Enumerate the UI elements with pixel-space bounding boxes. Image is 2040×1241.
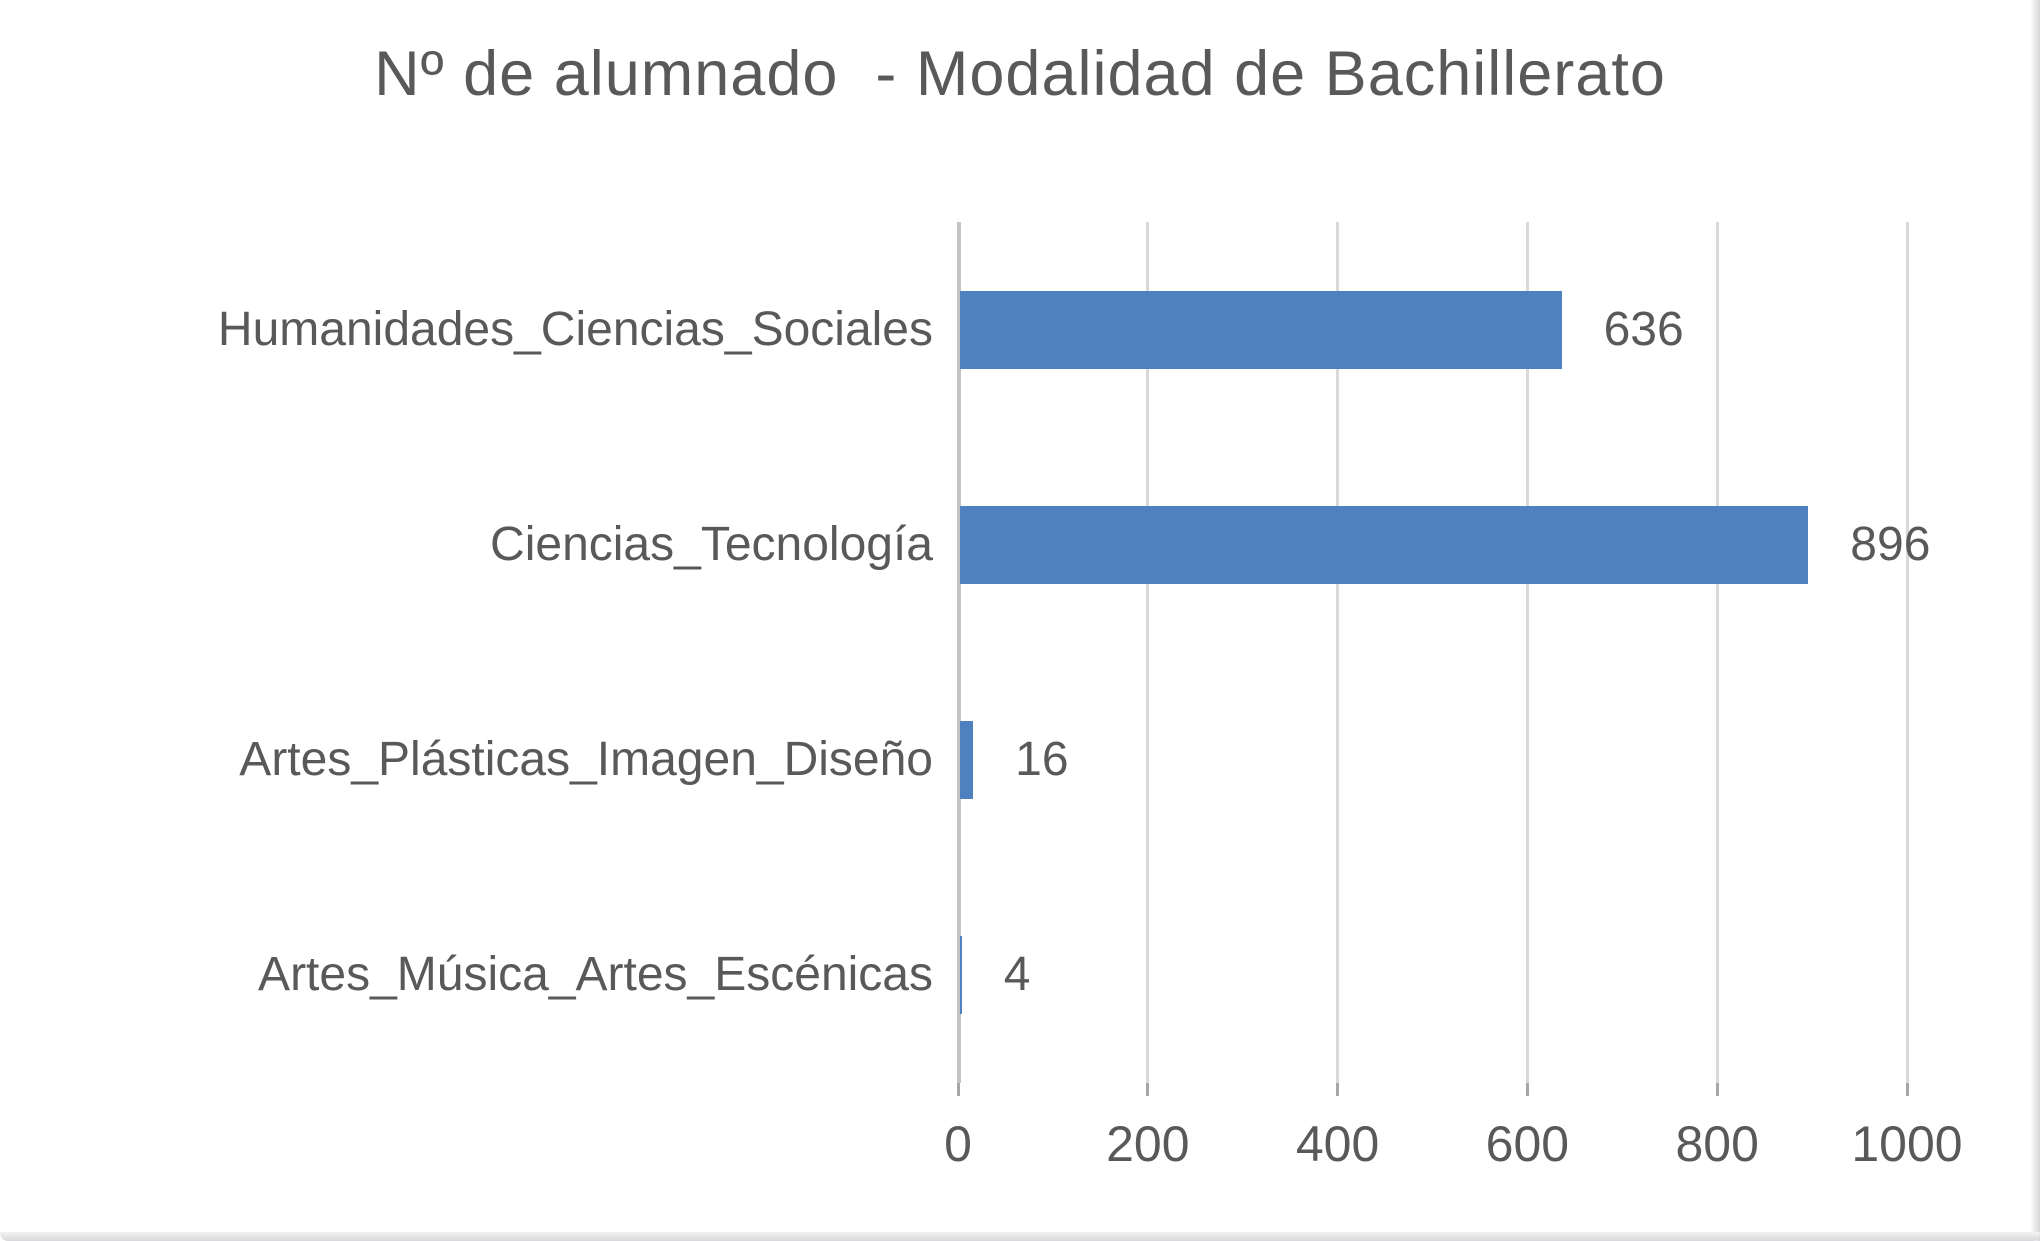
bar-2 [960, 721, 974, 800]
gridline-x-0 [956, 222, 961, 1083]
category-label: Humanidades_Ciencias_Sociales [217, 302, 933, 356]
bar-1 [960, 505, 1809, 584]
value-label-0: 636 [1603, 302, 1684, 356]
category-label: Ciencias_Tecnología [490, 517, 933, 571]
tick-mark-400 [1336, 1083, 1340, 1096]
x-tick-label-400: 400 [1295, 1116, 1380, 1172]
bar-0 [960, 290, 1562, 369]
tick-mark-200 [1146, 1083, 1150, 1096]
tick-mark-1000 [1905, 1083, 1909, 1096]
category-label: Artes_Música_Artes_Escénicas [258, 948, 933, 1002]
gridline-x-600 [1525, 222, 1529, 1083]
x-tick-label-1000: 1000 [1851, 1116, 1963, 1172]
tick-mark-0 [956, 1083, 960, 1096]
x-tick-label-200: 200 [1106, 1116, 1190, 1172]
tick-mark-600 [1525, 1083, 1529, 1096]
value-label-1: 896 [1850, 517, 1931, 571]
chart-title: Nº de alumnado - Modalidad de Bachillera… [374, 39, 1666, 109]
value-label-2: 16 [1015, 733, 1069, 787]
gridline-x-800 [1715, 222, 1719, 1083]
window-edge-right [2030, 0, 2040, 1241]
x-tick-label-800: 800 [1675, 1116, 1759, 1172]
gridline-x-200 [1146, 222, 1150, 1083]
gridline-x-400 [1336, 222, 1340, 1083]
x-tick-label-0: 0 [944, 1116, 972, 1172]
x-tick-label-600: 600 [1485, 1116, 1570, 1172]
bar-3 [960, 936, 962, 1015]
gridline-x-1000 [1905, 222, 1909, 1083]
tick-mark-800 [1715, 1083, 1719, 1096]
category-label: Artes_Plásticas_Imagen_Diseño [239, 733, 933, 787]
value-label-3: 4 [1003, 948, 1031, 1002]
window-edge-bottom [0, 1232, 2040, 1241]
